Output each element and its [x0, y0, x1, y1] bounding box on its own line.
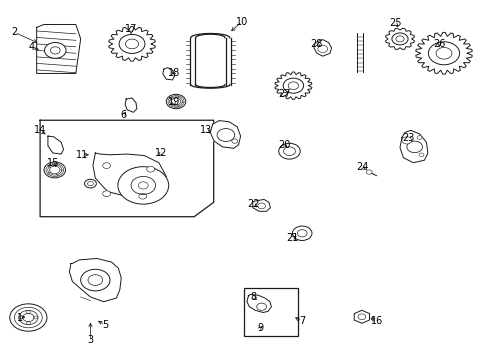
Text: 23: 23 [401, 132, 414, 143]
Circle shape [10, 304, 47, 331]
Text: 3: 3 [87, 335, 93, 345]
Text: 21: 21 [285, 233, 298, 243]
Polygon shape [163, 68, 174, 80]
Text: 8: 8 [250, 292, 256, 302]
Polygon shape [210, 121, 240, 148]
Polygon shape [125, 98, 137, 112]
Text: 2: 2 [12, 27, 18, 37]
Polygon shape [313, 40, 331, 56]
Text: 9: 9 [257, 323, 263, 333]
Text: 20: 20 [278, 140, 290, 150]
Circle shape [406, 141, 422, 153]
Polygon shape [399, 130, 427, 163]
Circle shape [102, 191, 110, 197]
Polygon shape [69, 258, 121, 302]
Circle shape [366, 170, 371, 174]
Text: 24: 24 [356, 162, 368, 172]
Text: 14: 14 [34, 125, 46, 135]
Circle shape [146, 166, 154, 172]
Circle shape [139, 193, 146, 199]
Bar [243, 288, 298, 336]
Circle shape [292, 226, 311, 240]
Circle shape [102, 163, 110, 168]
Text: 26: 26 [432, 39, 445, 49]
Text: 27: 27 [278, 89, 290, 99]
Polygon shape [353, 310, 369, 323]
Text: 17: 17 [124, 24, 137, 34]
Text: 12: 12 [155, 148, 167, 158]
Text: 7: 7 [299, 316, 305, 326]
Text: 5: 5 [102, 320, 108, 330]
Text: 18: 18 [167, 68, 180, 78]
Text: 15: 15 [46, 158, 59, 168]
Text: 10: 10 [235, 17, 248, 27]
Text: 11: 11 [76, 150, 88, 160]
Text: 19: 19 [167, 96, 180, 107]
Text: 25: 25 [388, 18, 401, 28]
Circle shape [278, 143, 300, 159]
Text: 4: 4 [29, 42, 35, 52]
Circle shape [416, 136, 421, 139]
Circle shape [118, 167, 168, 204]
Circle shape [231, 139, 237, 143]
Circle shape [81, 269, 110, 291]
Polygon shape [252, 199, 270, 211]
Circle shape [418, 153, 423, 157]
Circle shape [401, 137, 411, 144]
Text: 6: 6 [120, 110, 126, 120]
Text: 1: 1 [17, 312, 22, 323]
Text: 16: 16 [370, 316, 383, 326]
Text: 28: 28 [310, 39, 323, 49]
Circle shape [84, 179, 96, 188]
Text: 22: 22 [246, 199, 259, 210]
Polygon shape [93, 153, 166, 197]
Circle shape [217, 129, 234, 141]
Circle shape [44, 42, 66, 58]
Text: 13: 13 [200, 125, 212, 135]
Circle shape [256, 303, 266, 310]
Polygon shape [37, 24, 81, 73]
